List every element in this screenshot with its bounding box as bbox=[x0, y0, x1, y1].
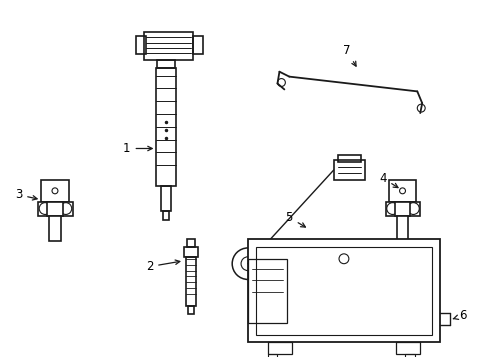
Bar bbox=[396, 216, 407, 241]
Text: 3: 3 bbox=[15, 188, 37, 201]
Text: 2: 2 bbox=[145, 260, 180, 273]
Bar bbox=[394, 202, 409, 216]
Bar bbox=[267, 354, 277, 360]
Bar bbox=[136, 36, 145, 54]
Bar bbox=[192, 36, 202, 54]
Bar bbox=[156, 68, 176, 186]
Bar bbox=[47, 202, 63, 216]
Bar bbox=[41, 180, 69, 202]
Bar bbox=[185, 257, 195, 306]
Bar bbox=[247, 239, 439, 342]
Bar bbox=[183, 247, 197, 257]
Bar bbox=[388, 180, 415, 202]
Bar bbox=[49, 216, 61, 241]
Text: 4: 4 bbox=[378, 171, 397, 188]
Bar bbox=[157, 60, 175, 68]
Bar bbox=[163, 211, 169, 220]
Bar bbox=[255, 247, 431, 334]
Bar bbox=[405, 354, 414, 360]
Bar bbox=[337, 156, 361, 162]
Bar bbox=[143, 32, 192, 60]
Bar bbox=[161, 186, 171, 211]
Bar bbox=[186, 239, 194, 247]
Text: 7: 7 bbox=[342, 44, 355, 66]
Bar bbox=[395, 342, 419, 354]
Bar bbox=[247, 259, 287, 323]
Bar bbox=[333, 160, 365, 180]
Bar bbox=[187, 306, 193, 314]
Text: 1: 1 bbox=[123, 142, 152, 155]
Polygon shape bbox=[38, 202, 73, 216]
Bar bbox=[267, 342, 292, 354]
Text: 6: 6 bbox=[452, 309, 466, 322]
Text: 5: 5 bbox=[285, 211, 305, 227]
Polygon shape bbox=[385, 202, 419, 216]
